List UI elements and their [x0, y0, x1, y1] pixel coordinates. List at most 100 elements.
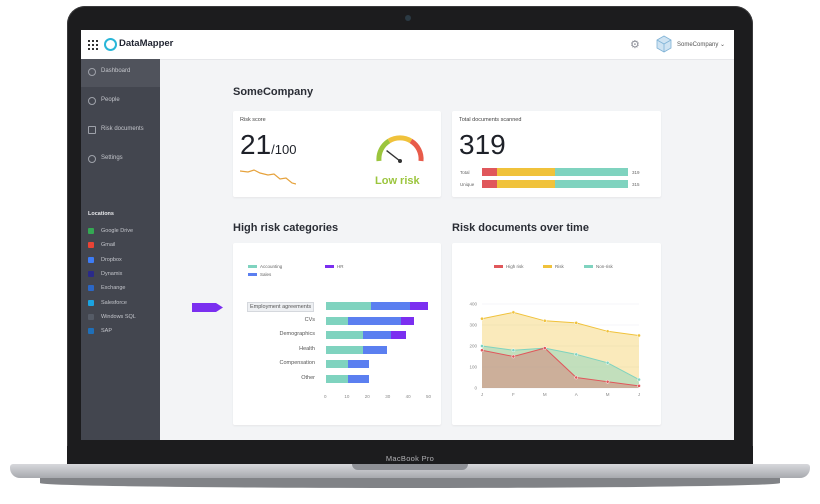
laptop-base: [10, 464, 810, 478]
laptop-notch: [352, 464, 468, 470]
category-label: Demographics: [279, 331, 315, 337]
documents-scanned-card: Total documents scanned 319 Total 319 Uniq…: [452, 111, 661, 197]
sidebar-item-people[interactable]: People: [81, 88, 160, 116]
row-label: Total: [460, 170, 470, 175]
sidebar-item-dashboard[interactable]: Dashboard: [81, 59, 160, 87]
category-bar-segment: [326, 374, 349, 383]
series-point[interactable]: [637, 333, 641, 338]
device-label: MacBook Pro: [67, 446, 753, 466]
series-point[interactable]: [574, 352, 579, 357]
card-title: Risk score: [240, 117, 266, 123]
document-bar-segment: [496, 168, 555, 176]
x-tick-label: J: [638, 392, 640, 397]
series-point[interactable]: [637, 384, 641, 388]
risk-gauge: [376, 135, 424, 163]
location-label: Dropbox: [101, 256, 122, 263]
high-risk-title: High risk categories: [233, 222, 339, 234]
series-point[interactable]: [480, 344, 484, 348]
location-icon: [88, 285, 94, 292]
series-line: [481, 347, 640, 387]
sidebar-item-risk-documents[interactable]: Risk documents: [81, 117, 160, 145]
category-bar-segment: [401, 316, 414, 325]
gear-icon[interactable]: ⚙: [630, 39, 640, 51]
risk-over-time-chart: 0 100 200 300 400 J F M A M J: [469, 302, 641, 397]
x-tick-label: A: [575, 392, 578, 397]
row-count: 319: [632, 170, 640, 175]
category-bar-segment: [326, 331, 363, 339]
y-tick-label: 300: [469, 323, 477, 328]
apps-grid-icon[interactable]: [88, 40, 98, 50]
location-icon: [88, 228, 94, 234]
dashboard-icon: [88, 68, 96, 76]
location-label: Windows SQL: [101, 313, 136, 320]
card-title: Total documents scanned: [459, 117, 522, 123]
series-point[interactable]: [605, 329, 610, 334]
x-tick-label: 20: [364, 394, 370, 399]
category-bar-segment: [409, 302, 428, 310]
legend-label: Accounting: [260, 264, 283, 269]
risk-score-value: 21/100: [240, 129, 297, 160]
category-bar-segment: [348, 374, 369, 383]
documents-total-value: 319: [459, 129, 506, 160]
legend-item: HR: [325, 264, 344, 269]
row-label: Unique: [460, 182, 475, 187]
x-tick-label: F: [512, 392, 515, 397]
location-icon: [88, 256, 94, 263]
sidebar-item-label: Dashboard: [101, 68, 131, 74]
risk-score-card: Risk score 21/100 Low risk: [233, 111, 441, 197]
legend-item: Sales: [248, 272, 271, 277]
category-bar-segment: [326, 302, 371, 310]
category-label[interactable]: Employment agreements: [247, 302, 315, 312]
risk-over-time-title: Risk documents over time: [452, 222, 589, 234]
screen: DataMapper ⚙ SomeCompany ⌄ Dashboard Peo…: [81, 30, 734, 440]
legend-item: High risk: [494, 264, 524, 269]
location-icon: [88, 242, 94, 249]
category-bar-segment: [326, 345, 363, 354]
location-label: Gmail: [101, 242, 116, 249]
series-line: [481, 345, 640, 381]
settings-icon: [88, 155, 96, 163]
company-selector[interactable]: SomeCompany ⌄: [677, 42, 726, 48]
category-bar-segment: [326, 316, 349, 325]
category-bar-segment: [362, 345, 388, 354]
series-point[interactable]: [511, 310, 516, 315]
datamapper-logo-icon: [104, 38, 117, 51]
y-tick-label: 100: [469, 365, 477, 370]
series-point[interactable]: [574, 375, 579, 380]
series-point[interactable]: [480, 316, 484, 321]
sidebar-item-settings[interactable]: Settings: [81, 146, 160, 174]
series-point[interactable]: [511, 354, 516, 359]
top-bar: DataMapper ⚙ SomeCompany ⌄: [81, 30, 734, 60]
document-bar-segment: [496, 180, 555, 188]
category-label: CVs: [304, 316, 315, 323]
pointer-arrow-icon: [192, 303, 223, 312]
legend-item: Accounting: [248, 264, 282, 269]
series-point[interactable]: [511, 348, 516, 353]
location-label: Exchange: [101, 285, 126, 292]
series-point[interactable]: [637, 377, 641, 382]
legend-swatch: [325, 265, 334, 269]
y-tick-label: 200: [469, 344, 477, 349]
series-point[interactable]: [542, 318, 547, 323]
camera: [405, 15, 411, 21]
category-label: Other: [301, 374, 315, 381]
series-point[interactable]: [605, 360, 610, 365]
location-icon: [88, 270, 94, 277]
series-point[interactable]: [605, 379, 610, 384]
sidebar-item-label: People: [101, 97, 120, 103]
company-cube-icon: [656, 35, 672, 53]
series-point[interactable]: [480, 348, 484, 353]
location-icon: [88, 328, 94, 335]
category-bar-segment: [370, 302, 410, 310]
legend-swatch: [248, 273, 257, 277]
sidebar: Dashboard People Risk documents Settings…: [81, 59, 160, 440]
legend-swatch: [543, 265, 552, 269]
series-point[interactable]: [542, 346, 547, 350]
series-point[interactable]: [574, 321, 579, 325]
category-bar-segment: [326, 360, 349, 368]
chart-icon: [88, 126, 96, 134]
y-tick-label: 0: [474, 386, 477, 391]
page-title: SomeCompany: [233, 86, 314, 98]
y-tick-label: 400: [469, 302, 477, 307]
category-bar-segment: [348, 316, 402, 325]
